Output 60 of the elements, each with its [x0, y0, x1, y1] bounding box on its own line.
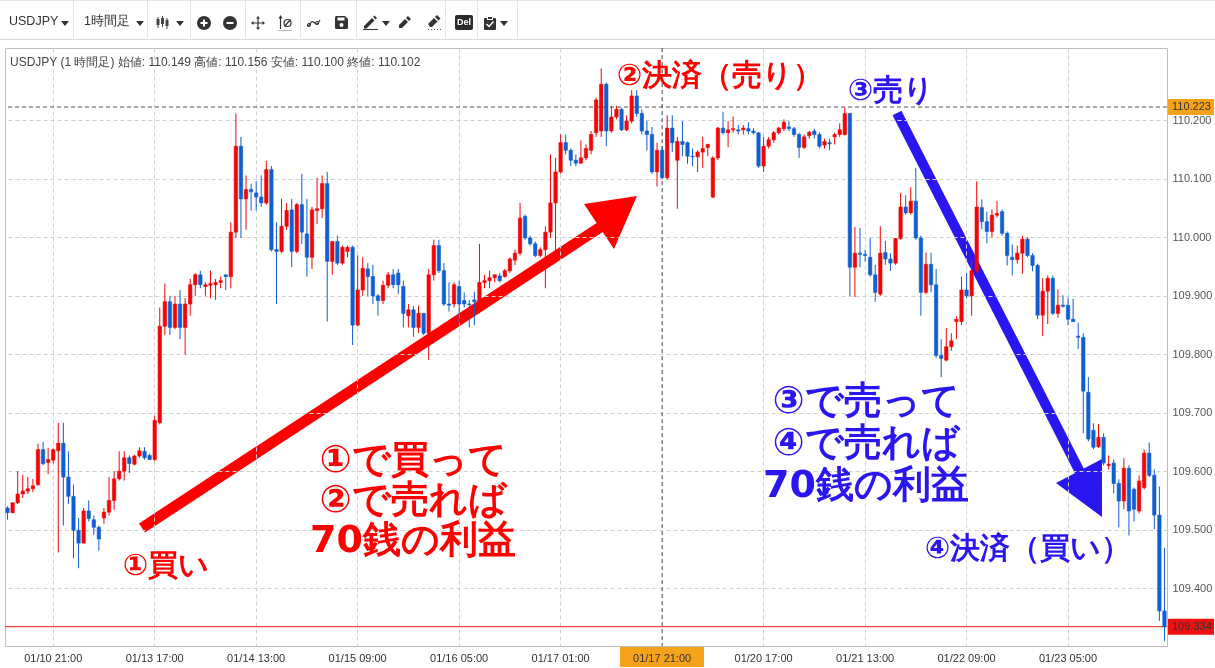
annotation: ①買い [122, 547, 210, 582]
annotation: ①で買って ②で売れば 70銭の利益 [310, 437, 516, 561]
x-tick-label: 01/15 09:00 [328, 651, 387, 664]
text: USDJPY (1 時間足) 始値: 110.149 高値: 110.156 安値: 110.100 終値: 110.102 [10, 55, 421, 69]
delete-button: Del [455, 15, 473, 30]
candlestick [249, 183, 254, 212]
y-tick-label: 109.500 [1172, 523, 1213, 536]
candlestick [1096, 423, 1101, 449]
ref-line-label: 109.334 [1172, 619, 1212, 632]
y-tick-label: 110.200 [1172, 113, 1212, 126]
candlestick [852, 226, 857, 298]
candlestick [472, 291, 477, 326]
x-tick-label: 01/23 05:00 [1038, 651, 1098, 664]
candlestick [721, 111, 725, 136]
text: 1時間足 [84, 14, 130, 29]
x-tick-label: 01/20 17:00 [734, 651, 793, 664]
candlestick [335, 235, 340, 266]
candlestick [330, 240, 335, 276]
y-tick-label: 109.900 [1172, 289, 1213, 302]
candlestick [1010, 243, 1015, 276]
candlestick [675, 136, 680, 210]
y-tick-label: 110.000 [1172, 230, 1212, 243]
x-tick-label: 01/16 05:00 [430, 651, 489, 664]
candlestick [670, 114, 675, 153]
candlestick [452, 281, 457, 309]
candlestick [86, 499, 91, 522]
annotation: ④決済（買い） [924, 530, 1132, 565]
annotation: ②決済（売り） [616, 57, 824, 92]
x-tick-label: 01/22 09:00 [937, 651, 996, 664]
candlestick [1055, 288, 1060, 318]
x-tick-label: 01/17 01:00 [531, 651, 590, 664]
y-tick-label: 109.800 [1172, 347, 1213, 360]
candlestick [421, 312, 426, 336]
text: USDJPY [9, 14, 59, 29]
candlestick [858, 227, 863, 268]
y-tick-label: 109.700 [1172, 406, 1213, 419]
ref-line-label: 110.223 [1172, 100, 1211, 113]
candlestick [964, 272, 969, 299]
candlestick [411, 305, 416, 338]
candlestick [178, 289, 183, 340]
candlestick [244, 174, 249, 231]
y-tick-label: 109.600 [1172, 464, 1213, 477]
candlestick [172, 295, 177, 330]
candlestick [655, 142, 660, 188]
annotation: ③で売って ④で売れば 70銭の利益 [763, 378, 969, 506]
candlestick [903, 194, 908, 216]
annotation: ③売り [847, 72, 935, 107]
y-tick-label: 110.100 [1172, 172, 1212, 185]
x-tick-label: 01/17 21:00 [633, 651, 692, 664]
candlestick [406, 303, 411, 328]
y-tick-label: 109.400 [1172, 581, 1213, 594]
candlestick [416, 305, 421, 334]
candlestick [619, 107, 624, 132]
candlestick [304, 198, 309, 278]
x-tick-label: 01/21 13:00 [836, 651, 895, 664]
x-tick-label: 01/14 13:00 [227, 651, 286, 664]
candlestick [908, 186, 913, 216]
x-tick-label: 01/13 17:00 [125, 651, 184, 664]
x-tick-label: 01/10 21:00 [24, 651, 83, 664]
candlestick [41, 441, 46, 466]
